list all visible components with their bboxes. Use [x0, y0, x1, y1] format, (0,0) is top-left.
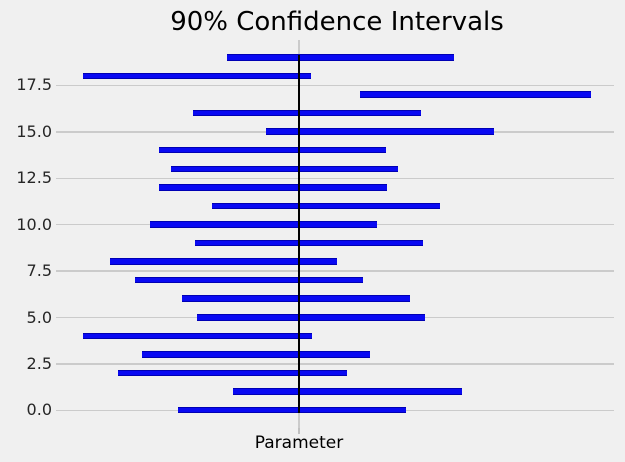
y-tick-label-2.5: 2.5: [26, 353, 52, 373]
ci-bar-1: [233, 388, 463, 395]
ci-bar-18: [82, 72, 311, 80]
y-tick-label-5.0: 5.0: [26, 307, 52, 327]
ci-bar-0: [177, 406, 406, 414]
ci-bar-12: [159, 184, 388, 191]
ci-bar-3: [141, 351, 370, 358]
ci-bar-6: [181, 295, 410, 302]
plot-area: [56, 40, 614, 428]
truth-line: [298, 54, 300, 414]
ci-bar-5: [197, 314, 426, 321]
y-tick-label-0.0: 0.0: [26, 400, 52, 420]
gridline-y-7.5: [56, 270, 614, 272]
y-tick-label-15.0: 15.0: [16, 121, 52, 141]
gridline-y-2.5: [56, 363, 614, 365]
gridline-y-12.5: [56, 177, 614, 179]
ci-bar-15: [265, 128, 495, 135]
ci-bar-9: [194, 239, 423, 247]
ci-bar-14: [158, 146, 386, 154]
ci-bar-16: [193, 109, 422, 117]
ci-bar-7: [134, 276, 363, 284]
ci-bar-11: [211, 202, 440, 210]
gridline-y-17.5: [56, 84, 614, 87]
ci-bar-10: [149, 221, 377, 228]
y-tick-label-7.5: 7.5: [26, 261, 52, 281]
x-tick-truth: [298, 428, 300, 434]
ci-bar-19: [226, 54, 455, 61]
ci-bar-17: [360, 91, 591, 98]
ci-bar-4: [82, 332, 312, 340]
ci-bar-8: [109, 258, 337, 265]
y-tick-label-17.5: 17.5: [16, 75, 52, 95]
ci-bar-2: [117, 369, 347, 377]
y-tick-label-10.0: 10.0: [16, 214, 52, 234]
x-axis-label: Parameter: [254, 433, 344, 453]
y-tick-label-12.5: 12.5: [16, 168, 52, 188]
ci-bar-13: [170, 165, 399, 173]
chart-title: 90% Confidence Intervals: [170, 7, 504, 37]
